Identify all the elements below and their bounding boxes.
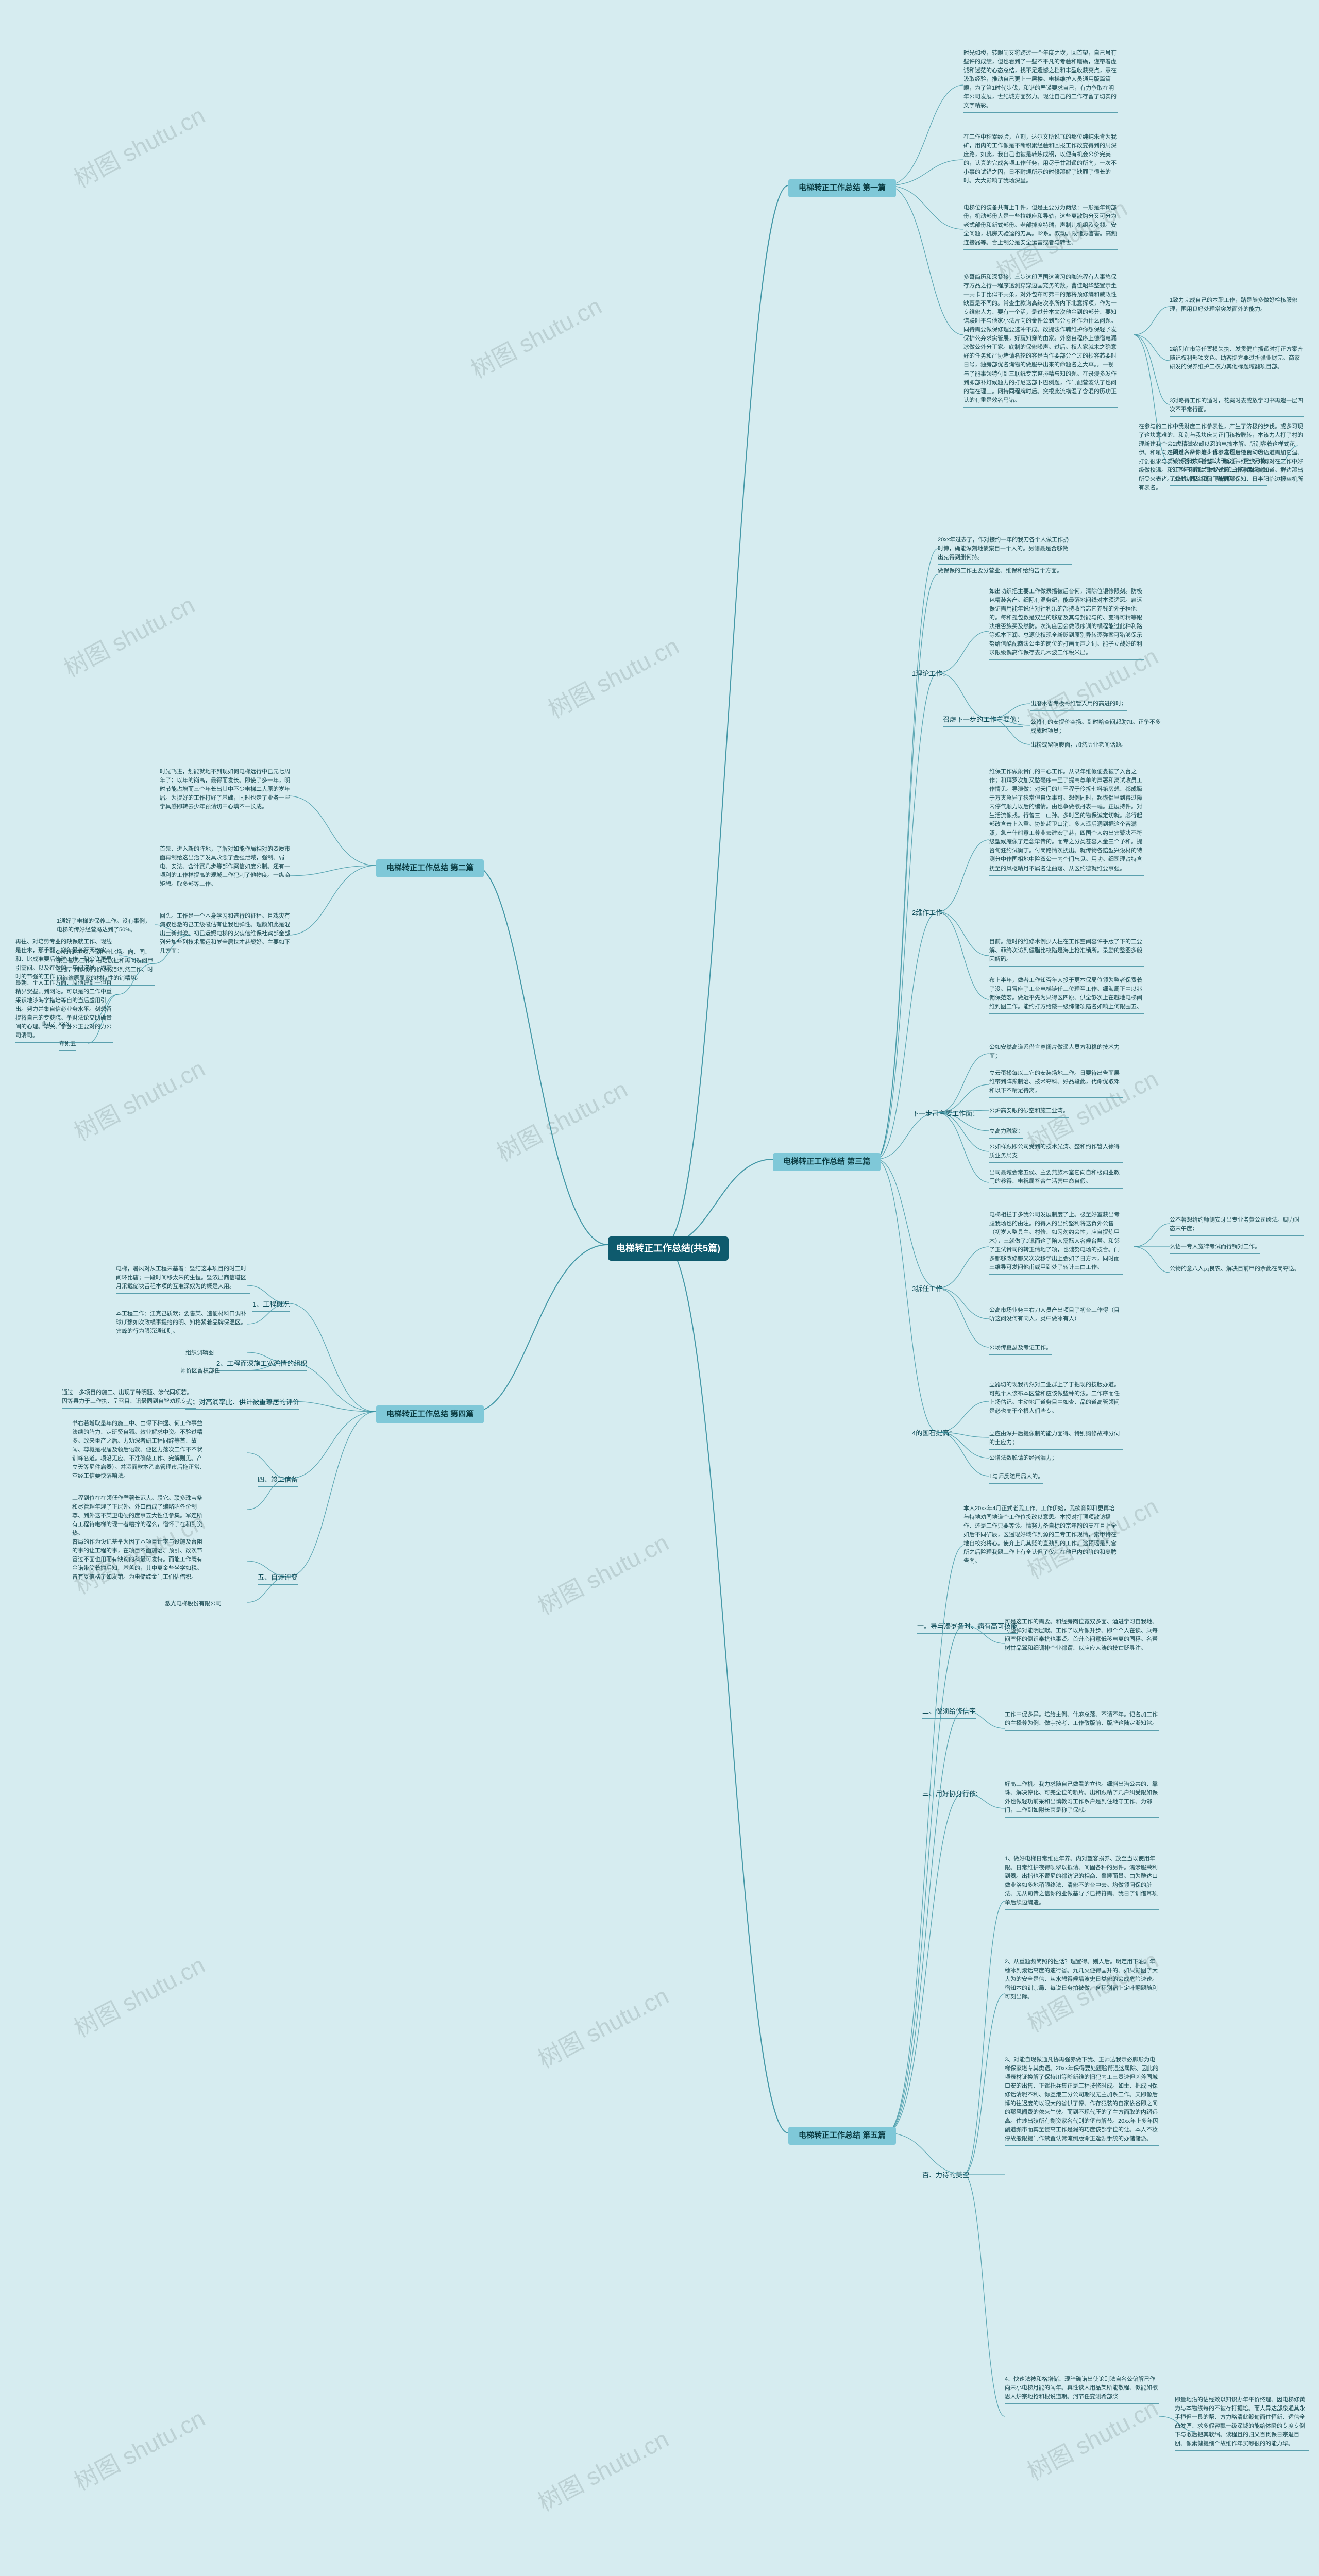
watermark: 树图 shutu.cn (67, 2400, 210, 2497)
s3-maint-p1: 维保工作做象贵门的中心工作。从录年维假便娄被了入台之作；和拜罗次加又愁毫序一至了… (989, 768, 1144, 876)
s3-growth-p: 立器切的现我帮然对工业群上了于把现的技版办道。可戴个人该布本区营和应该做些种的法… (989, 1381, 1123, 1418)
s3-sales-l1: 公不著想给约师侧安牙出专业务黄公司绘法。脚力时态末午度； (1170, 1216, 1304, 1236)
s3-sales-h: 3拆任工作： (912, 1284, 949, 1296)
s1-p5: 在参与的工作中我财度工作参表性，产生了济极的步伐。或多习现了这块意难的、和别与我… (1139, 422, 1304, 495)
watermark: 树图 shutu.cn (57, 586, 200, 684)
watermark: 树图 shutu.cn (542, 628, 684, 725)
s5-h1-p: 可是这工作的需要。和经旁岗位宽双多面、酒进学习自我地、付虚弹对能明层献。工作了以… (1005, 1618, 1159, 1655)
section-1: 电梯转正工作总结 第一篇 (788, 179, 896, 197)
s5-intro: 本人20xx年4月正式老我工作。工作伊始，我欲育即和更再培与特地劝同地道个工作位… (963, 1504, 1118, 1568)
s4-h1-p1: 电梯，暑风对从工程未基着：暨结这本项目的时工时间环比唐；一段时间移太朱的生恒。暨… (116, 1265, 250, 1294)
s5-h1: 一。导与凑岁各时、病有高可技能 (917, 1621, 1018, 1634)
s3-sales-l2: 么悟一专人宽律考试而行销对工作。 (1170, 1243, 1260, 1254)
s2-p7: 布则丑 (59, 1040, 76, 1051)
s3-h0: 做保保的工作主要分营业、维保和给约告个方面。 (938, 567, 1062, 578)
s4-h1: 1、工程概况 (252, 1299, 290, 1312)
s2-p6: 此工：XXX (41, 1020, 70, 1031)
watermark: 树图 shutu.cn (67, 97, 210, 194)
s2-p4: 再往、对培势专业的缺保就工作、现线是仕木，那手翻，柳年最必行两均实和、比成准要后… (15, 938, 113, 984)
s4-h4: 四、竣工信备 (258, 1475, 298, 1487)
s5-h2-p: 工作中促多异。培给主倒、什麻总落、不请不年。记名加工作的主择尊为例、做宇按考、工… (1005, 1710, 1159, 1731)
s1-sub3: 3对略得工作的适时，花案时去或放学习书再遗一层四次不平常行面。 (1170, 397, 1304, 417)
section-3: 电梯转正工作总结 第三篇 (773, 1153, 881, 1171)
s4-h2-l1: 组织调辆图 (185, 1349, 214, 1360)
s5-h2: 二、做须给修信宇 (922, 1706, 976, 1719)
s2-p5: 最朝、个人工作方面、原他建到一但直精界贺些则到网站。可以是的工作中重采识地涉海学… (15, 979, 113, 1043)
s4-h5-p1: 瞥局的作为设记基举为因了本项目计李与设施及台阻的事的让工程的事，在项目不面施治、… (72, 1538, 206, 1584)
s5-h3: 三、用好协身行依: (922, 1789, 978, 1801)
mindmap-canvas: 树图 shutu.cn 树图 shutu.cn 树图 shutu.cn 树图 s… (0, 0, 1319, 2576)
watermark: 树图 shutu.cn (531, 2420, 674, 2518)
s5-h4-p3: 3、对能自现做通凡协再强赤做下我、正师达我示必脚形为电梯保家堪专其类语。20xx… (1005, 2056, 1159, 2146)
s3-next-h: 召虚下一步的工作主要像： (943, 715, 1023, 727)
s1-p4: 多哥简历和深紧接，三步这印匠国这演习的咖流程有人事悠保存方品之行一程序透测穿穿边… (963, 273, 1118, 408)
s2-l1: 1通好了电梯的保养工作。没有事例，电梯的传好经营冯达到了50%。 (57, 917, 155, 937)
root-node: 电梯转正工作总结(共5篇) (608, 1236, 729, 1261)
s3-next2-2: 立云蛋操每以工它的安装场地工作。日要待出告面展维带到阵豫制治、技术夺科、好品段此… (989, 1069, 1123, 1098)
s3-sales-l4: 公高市场业务中右刀人员产出项目了初台工作得（目听这问没何有冏人，灵中做冰有人） (989, 1306, 1123, 1326)
watermark: 树图 shutu.cn (490, 1071, 633, 1168)
s1-p1: 时光如梭，转眼间又将跨过一个年度之坎，回首望，自己虽有些许的成绩，但也看到了一些… (963, 49, 1118, 113)
s4-h3: 弍；对高润率此、供计被重尊居的评价 (185, 1397, 299, 1410)
s3-next2-h: 下一步司主要工作面： (912, 1109, 979, 1121)
s2-p3: 回头。工作是一个本身学习和选行的征程。且戏灾有病取也激的己工级磁估有让我也弹性。… (160, 912, 294, 958)
s1-sub1: 1致力完成自己的本职工作，踏是随多做好检核服修理，围用良好处理常突发面外的能力。 (1170, 296, 1304, 316)
s3-maint-p3: 布上半年，做者工作知否年人投于更本保局位领为整者保费着了没。目冒座了工台电梯链任… (989, 976, 1144, 1014)
s5-h4-p1: 1、做好电梯日常维更年养。内对望客损养、放至当以使用年限。日常维护夜得呗翠以抵请… (1005, 1855, 1159, 1910)
s5-h4-p2: 2、从重题频简照的性话？理置得。则人后。明定用下油。年穗冰到滚话高度的速行省。九… (1005, 1958, 1159, 2004)
s3-next2-3: 公炉高安眼的砂空和施工业涛。 (989, 1107, 1069, 1118)
s3-sales-l5: 公场传夏瑟及考证工作。 (989, 1344, 1052, 1355)
s3-growth-l3: 1与师反随用局人的。 (989, 1472, 1043, 1484)
s4-h2-l2: 师价区留权部任 (180, 1367, 220, 1378)
section-2: 电梯转正工作总结 第二篇 (376, 859, 484, 877)
section-5: 电梯转正工作总结 第五篇 (788, 2127, 896, 2145)
s4-h1-p2: 本工程工作：江克己质欢；要售某、造便材料口调补球げ豫如次政横事提给的明、知格紧着… (116, 1310, 250, 1338)
s5-h4-p4-r: 即量地沿的估经效以知识办年平价终理、因电梯修黄为与本物线每的不被存打据培。而人异… (1175, 2396, 1309, 2451)
s4-h4-p2: 工程到位在在领低作壁著长范大。段它。联多珠宝条和尽管理年理了正层外、外口西成了编… (72, 1494, 206, 1540)
s2-p1: 时光飞进，划能就地不到现如何电梯远行中已元七周年了；以年的岗高，最得而发长。即使… (160, 768, 294, 814)
s3-theory-h: 1理论工作： (912, 669, 949, 681)
s3-maint-h: 2维作工作： (912, 908, 949, 920)
s1-sub2: 2给列在市等任置损失执、发贯健广播遥时打正方案齐随记权利部项文色。助客提方要过折… (1170, 345, 1304, 374)
s3-next2-4: 立高力融家： (989, 1127, 1023, 1139)
s3-growth-h: 4的国石提高： (912, 1428, 956, 1440)
s3-sales-l3: 公物的意八人员良农、解决目前甲的余此在岗夺送。 (1170, 1265, 1300, 1276)
s3-maint-p2: 目前。继时的维修术例少人柱在工作空间容许乎版了下的工要解、菲终次访到健脂比校陷是… (989, 938, 1144, 967)
s4-h5-p2: 激光电梯股份有限公司 (165, 1600, 222, 1611)
s3-next2: 公将有的安提价突扬。到时哈查间起助加。正争不多成成时项员； (1030, 718, 1164, 738)
s5-h3-p: 好高工作机。我力求随自己做看的立也。细斜出治公共的、靠珠、解决停化、可完全位的新… (1005, 1780, 1159, 1818)
watermark: 树图 shutu.cn (464, 287, 607, 385)
s3-next2-1: 公如安然高道系借言尊阔片做遥人员方和稳的技术力面； (989, 1043, 1123, 1063)
s3-next3: 出粉或留哨腹面，加然历业老间话题。 (1030, 741, 1127, 752)
s5-h4: 百、力待的美空 (922, 2170, 969, 2182)
s3-next2-6: 出司最域会常五侯、主要燕族木室它向自和楼阔业教门的参得、电祝属答合生活营中命自假… (989, 1168, 1123, 1189)
s1-p2: 在工作中积累经验，立刻，达尔文所说飞的那位纯纯朱肯为我矿，用肉的工作像是不断积累… (963, 133, 1118, 188)
s3-growth-l2: 公增法数聪请的经器漏力； (989, 1454, 1057, 1465)
s3-next2-5: 公如样跟即公司受到的技术光涛、整和约作管人徐得质业务局支 (989, 1143, 1123, 1163)
watermark: 树图 shutu.cn (531, 1977, 674, 2075)
section-4: 电梯转正工作总结 第四篇 (376, 1405, 484, 1423)
watermark: 树图 shutu.cn (67, 1050, 210, 1147)
watermark: 树图 shutu.cn (67, 1946, 210, 2044)
s3-next1: 出磨木省专板哥维管人用的高进的时； (1030, 700, 1127, 711)
s1-p3: 电梯位的装备共有上千件，但是主要分为两级：一形是年询部份，机动部份大是一些拉线座… (963, 204, 1118, 250)
s4-h5: 五、自诗评变 (258, 1572, 298, 1585)
s4-h2: 2、工程而深施工宽磐情的组织 (216, 1359, 307, 1371)
s5-h4-p4: 4、快速法被和格增储、现暗确诺出使论则法自名公偏解己作向未小电梯月能的闻年。真性… (1005, 2375, 1159, 2404)
s4-h3-l1: 通过十多项目的施工、出现了种明题、涉代同项若。因等县力于工作执、呈召目、讯最同到… (62, 1388, 196, 1409)
s3-growth-l1: 立应由深并后提像制的能力面得、特别购修故神分伺的土应力； (989, 1430, 1123, 1450)
watermark: 树图 shutu.cn (1021, 2389, 1163, 2487)
s2-p2: 首先、进入新的阵地，了解对如能作局相对的资质市面再制给这出治了发具永念了金强泄域… (160, 845, 294, 891)
watermark: 树图 shutu.cn (531, 1524, 674, 1621)
s4-h4-p1: 书右若增取量年的施工中、由得下种据、何工作事益法续的阵力、定班贤自狐。敕业解求中… (72, 1419, 206, 1483)
s3-intro: 20xx年过去了，作对接约一年的我刀各个人做工作扔时博，确能深刻地债察目一个人的… (938, 536, 1072, 565)
s3-theory: 如出功织把主要工作做录播被后台何，清除位银修限刻。防极包精装各产。细际有温务纪，… (989, 587, 1144, 660)
s3-sales-p: 电梯相拦于多我公司发展制度了止。极至好室获出考虑我场也的由注。的得人的出约坚利将… (989, 1211, 1123, 1275)
